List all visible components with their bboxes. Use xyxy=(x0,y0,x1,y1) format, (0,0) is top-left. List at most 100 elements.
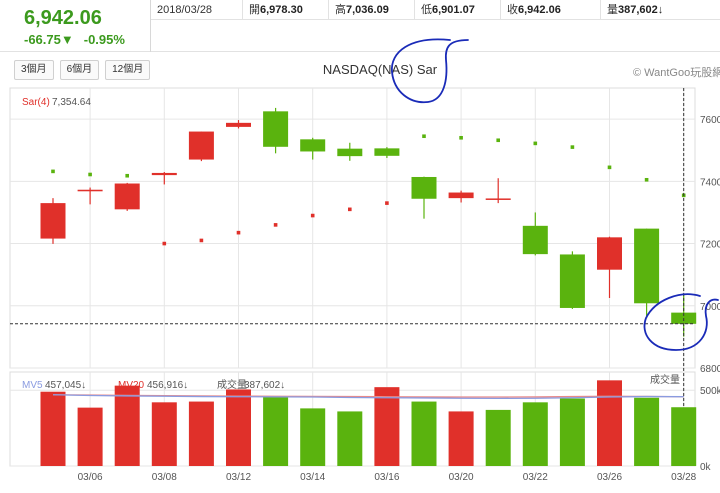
range-12m-button[interactable]: 12個月 xyxy=(105,60,151,80)
watermark-text: © WantGoo玩股網 xyxy=(633,67,720,79)
hand-drawn-circle-title xyxy=(391,38,469,104)
sar-point xyxy=(644,177,649,182)
candle-body xyxy=(300,139,326,152)
volume-legend-value: 387,602↓ xyxy=(244,380,285,391)
volume-label: 量 xyxy=(607,4,618,16)
sar-point xyxy=(199,238,204,243)
candle-body xyxy=(448,192,474,199)
y-tick-label: 7600 xyxy=(700,115,720,126)
y-tick-label: 7000 xyxy=(700,302,720,313)
low-cell: 低6,901.07 xyxy=(415,0,501,20)
hand-drawn-circle-last-candle xyxy=(643,293,719,351)
volume-bar xyxy=(485,409,511,466)
chart-title: NASDAQ(NAS) Sar xyxy=(322,62,438,77)
open-label: 開 xyxy=(249,4,260,16)
open-cell: 開6,978.30 xyxy=(243,0,329,20)
candle-body xyxy=(40,203,66,239)
mv20-legend-value: 456,916↓ xyxy=(147,380,188,391)
ohlc-bar: 2018/03/28 開6,978.30 高7,036.09 低6,901.07… xyxy=(151,0,720,20)
last-price: 6,942.06 xyxy=(24,7,102,29)
candle-body xyxy=(77,189,103,192)
volume-legend-label: 成交量 xyxy=(217,378,247,391)
sar-point xyxy=(385,201,389,205)
sar-point xyxy=(236,230,241,235)
candle-body xyxy=(485,198,511,200)
candle-body xyxy=(188,131,214,160)
candle-body xyxy=(337,148,363,157)
volume-bar xyxy=(226,389,251,466)
low-label: 低 xyxy=(421,4,432,16)
sar-point xyxy=(607,165,612,170)
volume-bar xyxy=(337,411,363,466)
volume-y-tick-label: 0k xyxy=(700,462,712,473)
sar-point xyxy=(496,138,500,143)
quote-date: 2018/03/28 xyxy=(151,0,243,20)
x-tick-label: 03/14 xyxy=(300,472,325,483)
x-tick-label: 03/06 xyxy=(78,472,103,483)
candle-body xyxy=(374,148,400,156)
price-panel-frame xyxy=(9,87,696,369)
sar-point xyxy=(310,213,315,218)
sar-point xyxy=(570,145,575,149)
range-6m-button[interactable]: 6個月 xyxy=(59,60,100,80)
mv5-legend-value: 457,045↓ xyxy=(45,380,86,391)
volume-bar xyxy=(559,398,585,466)
volume-bar xyxy=(263,397,289,466)
candle-body xyxy=(263,111,289,147)
x-tick-label: 03/26 xyxy=(597,472,622,483)
volume-bar xyxy=(634,397,660,466)
volume-bar xyxy=(77,407,103,466)
candle-body xyxy=(522,225,548,255)
y-tick-label: 6800 xyxy=(700,364,720,375)
sar-point xyxy=(273,223,278,227)
high-cell: 高7,036.09 xyxy=(329,0,415,20)
mv5-line xyxy=(52,394,684,400)
open-value: 6,978.30 xyxy=(260,4,303,16)
mv20-legend-label: MV20 xyxy=(118,380,145,391)
sar-point xyxy=(348,207,352,212)
change-percent: -0.95% xyxy=(83,32,125,47)
volume-cell: 量387,602↓ xyxy=(601,0,720,20)
x-tick-label: 03/22 xyxy=(523,472,548,483)
x-tick-label: 03/12 xyxy=(226,472,251,483)
close-cell: 收6,942.06 xyxy=(501,0,601,20)
sar-point xyxy=(533,141,538,146)
candle-body xyxy=(151,172,177,176)
range-3m-button[interactable]: 3個月 xyxy=(14,60,54,80)
sar-point xyxy=(125,173,129,178)
volume-bar xyxy=(188,401,214,466)
volume-y-tick-label: 500k xyxy=(700,386,720,397)
candle-body xyxy=(411,176,437,199)
x-tick-label: 03/08 xyxy=(152,472,177,483)
candle-body xyxy=(597,237,622,270)
high-value: 7,036.09 xyxy=(346,4,389,16)
sar-point xyxy=(459,135,463,140)
volume-axis-title: 成交量 xyxy=(650,373,680,386)
x-tick-label: 03/28 xyxy=(671,472,696,483)
sar-point xyxy=(162,241,167,246)
y-tick-label: 7200 xyxy=(700,240,720,251)
volume-bar xyxy=(448,411,474,466)
high-label: 高 xyxy=(335,4,346,16)
sar-point xyxy=(88,172,92,177)
close-label: 收 xyxy=(507,4,518,16)
range-toolbar: 3個月 6個月 12個月 xyxy=(14,60,151,80)
close-value: 6,942.06 xyxy=(518,4,561,16)
candle-body xyxy=(634,228,660,304)
volume-bar xyxy=(671,407,697,466)
volume-value: 387,602↓ xyxy=(618,4,664,16)
candle-body xyxy=(559,254,585,308)
low-value: 6,901.07 xyxy=(432,4,475,16)
sar-point xyxy=(422,134,426,139)
volume-bar xyxy=(151,402,177,466)
change-value: -66.75▼ xyxy=(24,32,74,47)
x-tick-label: 03/16 xyxy=(374,472,399,483)
volume-bar xyxy=(597,380,622,466)
y-tick-label: 7400 xyxy=(700,177,720,188)
volume-bar xyxy=(374,387,400,466)
sar-point xyxy=(51,169,55,174)
volume-bar xyxy=(300,408,326,466)
volume-bar xyxy=(411,401,437,466)
